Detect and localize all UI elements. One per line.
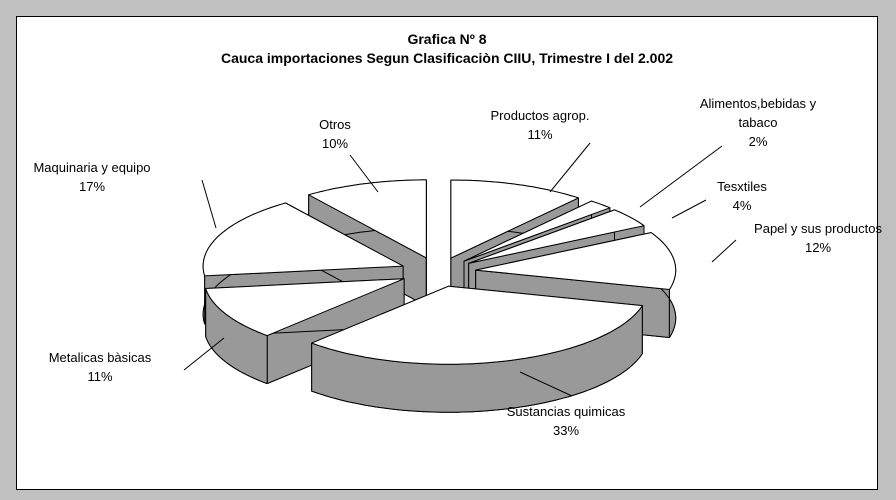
slice [450, 179, 579, 259]
leader-line [711, 239, 737, 263]
chart-subtitle: Cauca importaciones Segun Clasificaciòn … [220, 50, 674, 66]
leader-line [201, 179, 217, 229]
slice [205, 278, 405, 337]
slice-label: Sustancias quimicas [506, 404, 626, 419]
leader-line [671, 199, 707, 219]
slice-label: Otros [319, 117, 351, 132]
slice [463, 200, 611, 262]
slice-label: Alimentos,bebidas y tabaco [699, 96, 817, 130]
leader-line [349, 154, 379, 193]
slice-value-label: 4% [732, 198, 752, 213]
slice-label: Maquinaria y equipo [33, 160, 151, 175]
leader-line [549, 142, 591, 193]
slice [468, 209, 645, 264]
slice-value-label: 17% [78, 179, 106, 194]
slice [308, 179, 427, 259]
slice-value-label: 2% [748, 134, 768, 149]
slice-label: Papel y sus productos [754, 221, 882, 236]
slice [475, 232, 677, 290]
slice [311, 285, 643, 365]
slice [202, 202, 404, 277]
slice-label: Productos agrop. [490, 108, 590, 123]
slice-label: Tesxtiles [717, 179, 767, 194]
chart-title: Grafica Nº 8 [407, 31, 487, 47]
slice-value-label: 10% [321, 136, 349, 151]
leader-line [519, 371, 573, 397]
slice-value-label: 33% [552, 423, 580, 438]
slice-label: Metalicas bàsicas [48, 350, 152, 365]
slice-value-label: 11% [87, 369, 113, 384]
slice-value-label: 12% [804, 240, 832, 255]
slice-value-label: 11% [527, 127, 553, 142]
leader-line [183, 337, 225, 371]
leader-line [639, 145, 723, 208]
